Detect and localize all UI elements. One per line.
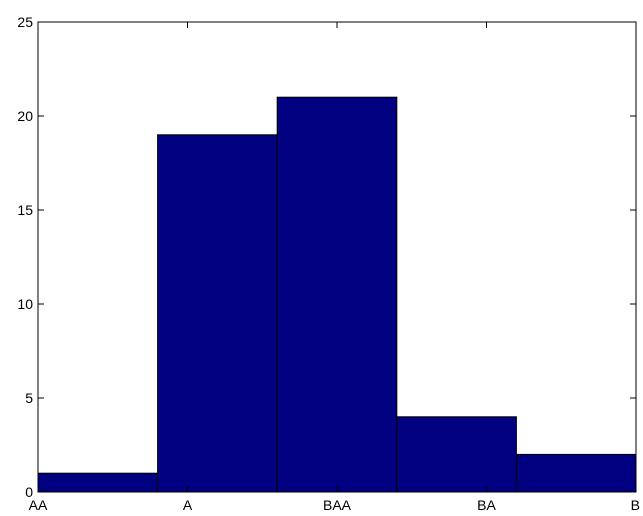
x-tick-label: BA — [477, 497, 496, 513]
x-tick-label: A — [183, 497, 193, 513]
x-tick-label: AA — [29, 497, 48, 513]
x-axis: AA A BAA BA B — [29, 22, 640, 513]
bars-group — [37, 96, 637, 493]
bar-3 — [396, 416, 517, 493]
y-tick-label: 0 — [25, 484, 33, 500]
x-tick-label: B — [631, 497, 640, 513]
y-tick-label: 25 — [17, 14, 33, 30]
x-tick-label: BAA — [323, 497, 352, 513]
y-tick-label: 5 — [25, 390, 33, 406]
y-tick-label: 15 — [17, 202, 33, 218]
y-tick-label: 20 — [17, 108, 33, 124]
bar-2 — [276, 96, 398, 493]
bar-1 — [157, 134, 278, 493]
y-tick-label: 10 — [17, 296, 33, 312]
bar-0 — [37, 472, 159, 493]
y-axis: 0 5 10 15 20 25 — [17, 14, 636, 500]
bar-4 — [515, 453, 637, 493]
